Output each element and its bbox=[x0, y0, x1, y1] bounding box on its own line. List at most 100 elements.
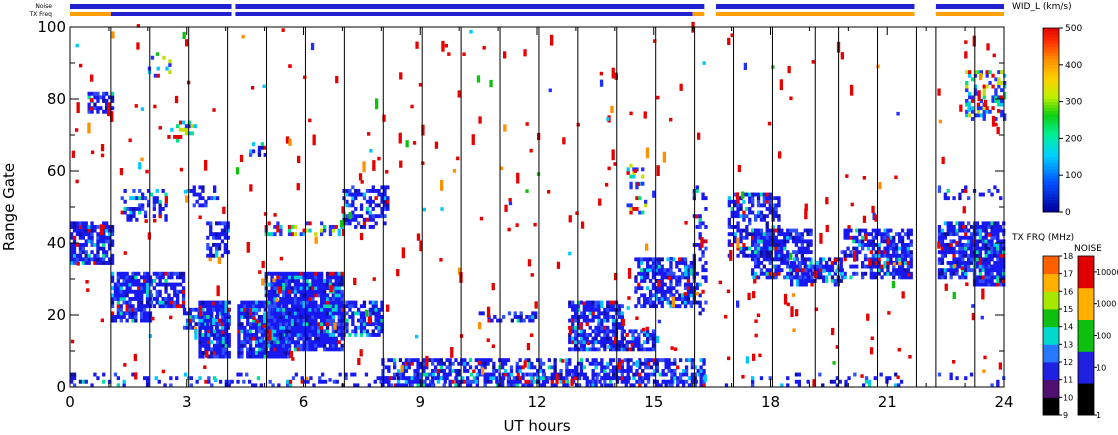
data-cell bbox=[644, 372, 648, 377]
data-cell bbox=[331, 228, 335, 233]
data-cell bbox=[230, 379, 234, 384]
data-cell bbox=[765, 221, 769, 226]
data-cell bbox=[224, 340, 228, 345]
data-cell bbox=[323, 300, 327, 305]
data-cell bbox=[294, 372, 298, 377]
data-cell bbox=[742, 250, 746, 255]
data-cell bbox=[679, 372, 683, 377]
data-cell bbox=[765, 246, 769, 251]
data-cell bbox=[158, 289, 162, 294]
data-cell bbox=[351, 300, 355, 305]
data-cell bbox=[600, 340, 604, 345]
data-cell bbox=[637, 336, 641, 341]
data-cell bbox=[237, 325, 241, 330]
data-cell bbox=[308, 304, 312, 309]
data-cell bbox=[158, 203, 162, 208]
data-cell bbox=[270, 304, 274, 309]
width-colorbar-cell bbox=[1043, 190, 1059, 194]
data-cell bbox=[629, 383, 633, 388]
noise-cell bbox=[224, 302, 228, 313]
data-cell bbox=[803, 246, 807, 251]
data-cell bbox=[213, 347, 217, 352]
data-cell bbox=[843, 257, 847, 262]
data-cell bbox=[871, 261, 875, 265]
noise-cell bbox=[134, 104, 138, 108]
data-cell bbox=[489, 376, 493, 381]
data-cell bbox=[906, 261, 910, 265]
data-cell bbox=[830, 275, 835, 280]
data-cell bbox=[282, 289, 286, 294]
data-cell bbox=[302, 300, 306, 305]
noise-cell bbox=[662, 151, 666, 163]
y-tick-label: 20 bbox=[47, 306, 66, 324]
noise-cell bbox=[89, 98, 94, 102]
width-colorbar-cell bbox=[1043, 67, 1059, 72]
data-cell bbox=[461, 376, 465, 381]
data-cell bbox=[221, 354, 226, 359]
data-cell bbox=[72, 253, 77, 258]
data-cell bbox=[380, 325, 384, 330]
data-cell bbox=[182, 311, 187, 316]
data-cell bbox=[641, 210, 645, 215]
data-cell bbox=[314, 318, 318, 323]
data-cell bbox=[249, 336, 253, 341]
data-cell bbox=[442, 369, 446, 373]
data-cell bbox=[122, 297, 126, 301]
data-cell bbox=[698, 243, 702, 247]
data-cell bbox=[137, 297, 141, 301]
data-cell bbox=[631, 333, 635, 337]
data-cell bbox=[634, 257, 638, 262]
data-cell bbox=[976, 102, 981, 107]
data-cell bbox=[141, 192, 145, 197]
data-cell bbox=[756, 243, 761, 247]
data-cell bbox=[736, 221, 740, 226]
data-cell bbox=[93, 102, 97, 107]
data-cell bbox=[736, 203, 740, 208]
data-cell bbox=[158, 199, 162, 204]
data-cell bbox=[990, 239, 994, 244]
data-cell bbox=[345, 199, 349, 204]
data-cell bbox=[861, 261, 865, 265]
data-cell bbox=[877, 243, 881, 247]
data-cell bbox=[383, 189, 387, 193]
data-cell bbox=[215, 354, 220, 359]
data-cell bbox=[661, 369, 665, 373]
data-cell bbox=[669, 286, 673, 291]
data-cell bbox=[70, 379, 74, 384]
data-cell bbox=[155, 271, 159, 276]
data-cell bbox=[287, 228, 292, 233]
data-cell bbox=[359, 318, 364, 323]
data-cell bbox=[594, 304, 598, 309]
data-cell bbox=[698, 221, 702, 226]
data-cell bbox=[637, 347, 641, 352]
data-cell bbox=[804, 268, 808, 273]
noise-cell bbox=[898, 261, 902, 266]
data-cell bbox=[620, 343, 624, 348]
data-cell bbox=[623, 358, 627, 363]
data-cell bbox=[107, 95, 112, 100]
data-cell bbox=[163, 383, 167, 388]
data-cell bbox=[368, 333, 372, 337]
data-cell bbox=[762, 217, 766, 222]
data-cell bbox=[869, 250, 873, 255]
data-cell bbox=[273, 293, 277, 298]
data-cell bbox=[670, 361, 674, 366]
data-cell bbox=[807, 279, 811, 283]
data-cell bbox=[635, 379, 639, 384]
data-cell bbox=[320, 282, 324, 287]
data-cell bbox=[648, 347, 653, 352]
data-cell bbox=[654, 289, 658, 294]
data-cell bbox=[181, 289, 186, 294]
data-cell bbox=[591, 361, 595, 366]
data-cell bbox=[419, 361, 423, 366]
data-cell bbox=[611, 369, 616, 373]
data-cell bbox=[666, 268, 670, 273]
data-cell bbox=[299, 333, 303, 337]
data-cell bbox=[146, 203, 151, 208]
data-cell bbox=[145, 286, 150, 291]
data-cell bbox=[967, 257, 971, 262]
data-cell bbox=[579, 369, 584, 373]
data-cell bbox=[774, 214, 778, 219]
data-cell bbox=[937, 185, 942, 190]
noise-cell bbox=[937, 88, 941, 96]
